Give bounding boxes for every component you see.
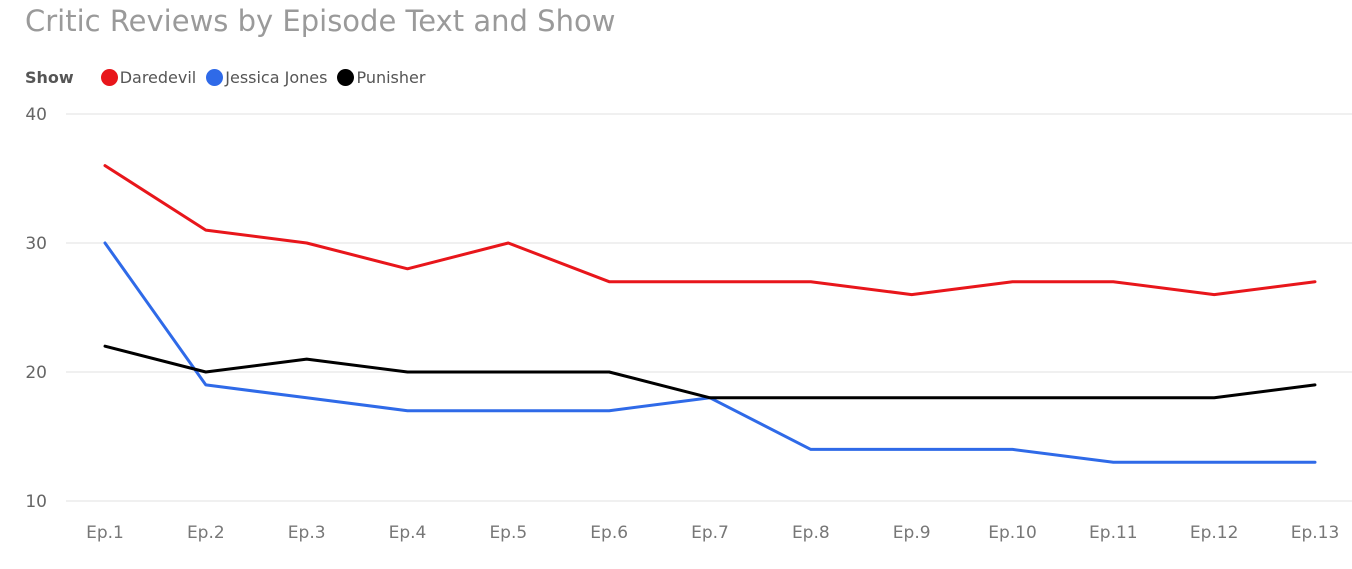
series-line-jessica-jones[interactable] [103,241,1317,464]
legend-swatch-punisher [337,68,355,86]
legend-swatch-jessica-jones [206,68,224,86]
legend-label-daredevil: Daredevil [119,67,197,87]
x-tick-label-ep5: Ep.5 [489,523,527,543]
x-tick-label-ep8: Ep.8 [792,523,830,543]
y-tick-label-30: 30 [25,234,47,254]
legend-item-daredevil[interactable]: Daredevil [100,67,197,87]
legend-item-punisher[interactable]: Punisher [337,68,425,87]
y-tick-label-40: 40 [25,105,47,125]
series-line-punisher[interactable] [103,344,1317,400]
legend-swatch-daredevil [100,68,118,86]
legend-label-punisher: Punisher [356,67,426,87]
legend-label-jessica-jones: Jessica Jones [225,67,328,87]
legend-item-jessica-jones[interactable]: Jessica Jones [206,68,327,87]
y-tick-label-20: 20 [25,363,47,383]
x-tick-label-ep3: Ep.3 [288,523,326,543]
x-tick-label-ep4: Ep.4 [389,523,427,543]
x-tick-label-ep2: Ep.2 [187,523,225,543]
legend: Show Daredevil Jessica Jones Punisher [25,66,435,88]
chart-title: Critic Reviews by Episode Text and Show [25,4,616,38]
x-tick-label-ep13: Ep.13 [1291,523,1340,543]
y-tick-label-10: 10 [25,492,47,512]
x-tick-label-ep10: Ep.10 [988,523,1037,543]
x-tick-label-ep12: Ep.12 [1190,523,1239,543]
x-tick-label-ep6: Ep.6 [590,523,628,543]
legend-title: Show [25,67,74,87]
x-tick-label-ep9: Ep.9 [893,523,931,543]
x-tick-label-ep1: Ep.1 [86,523,124,543]
x-tick-label-ep11: Ep.11 [1089,523,1138,543]
x-tick-label-ep7: Ep.7 [691,523,729,543]
series-line-daredevil[interactable] [103,164,1317,297]
